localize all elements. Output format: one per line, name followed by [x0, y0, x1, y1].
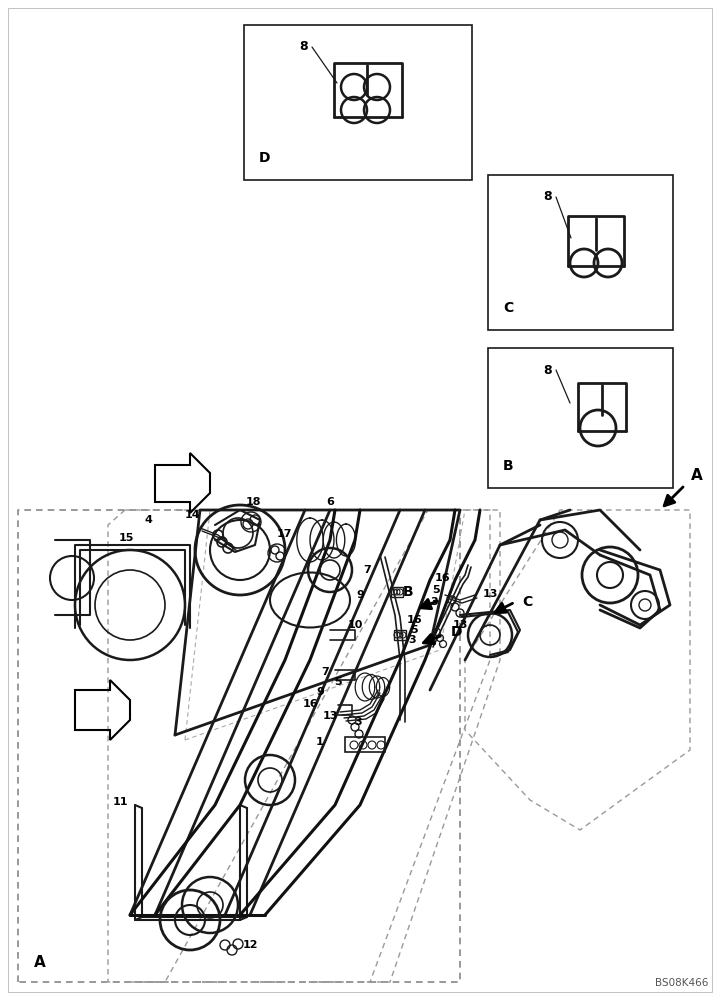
Text: B: B [402, 585, 413, 599]
Bar [488, 175, 673, 330]
Text: BS08K466: BS08K466 [655, 978, 708, 988]
Text: B: B [503, 459, 513, 473]
Text: 4: 4 [144, 515, 152, 525]
Text: 7: 7 [321, 667, 329, 677]
Text: D: D [450, 625, 462, 639]
Text: 7: 7 [363, 565, 371, 575]
Text: 16: 16 [302, 699, 318, 709]
Bar [394, 630, 406, 640]
Text: 18: 18 [246, 497, 261, 507]
Text: 16: 16 [408, 615, 423, 625]
Text: 5: 5 [432, 585, 440, 595]
Text: C: C [503, 301, 513, 315]
Text: 1: 1 [316, 737, 324, 747]
Bar [345, 737, 385, 752]
Text: 9: 9 [316, 687, 324, 697]
Text: A: A [34, 955, 46, 970]
Text: 16: 16 [434, 573, 450, 583]
Text: 13: 13 [323, 711, 338, 721]
Text: 8: 8 [300, 40, 308, 53]
Text: 8: 8 [544, 363, 552, 376]
Text: 3: 3 [354, 717, 362, 727]
Text: 3: 3 [408, 635, 416, 645]
Bar [391, 587, 403, 597]
Text: 14: 14 [184, 510, 200, 520]
Text: 5: 5 [334, 677, 342, 687]
Text: 17: 17 [276, 529, 292, 539]
Text: 3: 3 [430, 597, 438, 607]
Bar [488, 348, 673, 488]
Text: 12: 12 [242, 940, 258, 950]
Text: C: C [522, 595, 532, 609]
Text: 11: 11 [112, 797, 127, 807]
Text: A: A [691, 468, 703, 483]
Text: 8: 8 [544, 190, 552, 204]
Text: 15: 15 [118, 533, 134, 543]
Text: 6: 6 [326, 497, 334, 507]
Text: D: D [259, 151, 271, 165]
Text: 10: 10 [347, 620, 363, 630]
Text: 13: 13 [482, 589, 498, 599]
Text: 5: 5 [410, 625, 418, 635]
Text: 13: 13 [452, 620, 468, 630]
Text: 9: 9 [356, 590, 364, 600]
Bar [244, 25, 472, 180]
